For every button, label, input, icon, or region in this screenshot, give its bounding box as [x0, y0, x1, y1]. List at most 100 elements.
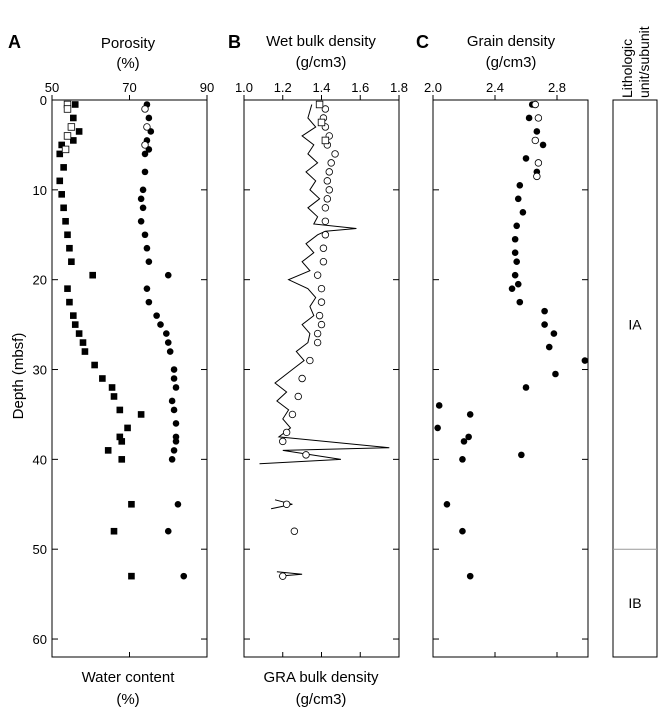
data-point	[317, 284, 326, 293]
data-point	[143, 123, 151, 131]
data-point	[104, 447, 112, 454]
data-point	[170, 366, 178, 373]
lithology-header-line1: Lithologic	[619, 39, 635, 98]
panel-letter-a: A	[8, 32, 21, 52]
data-point	[545, 343, 553, 351]
data-point	[137, 217, 145, 225]
data-point	[141, 168, 149, 176]
data-point	[331, 150, 339, 158]
data-point	[325, 168, 333, 176]
data-point	[164, 527, 172, 535]
data-point	[516, 182, 524, 189]
data-point	[139, 204, 147, 212]
data-point	[465, 433, 472, 441]
data-point	[70, 137, 77, 144]
data-point	[145, 298, 153, 306]
data-point	[321, 204, 330, 212]
data-point	[459, 527, 466, 535]
data-point	[75, 128, 83, 135]
data-point	[541, 321, 548, 328]
series-line	[270, 499, 293, 510]
data-point	[58, 191, 65, 198]
y-tick-label: 10	[33, 183, 47, 198]
data-point	[166, 348, 174, 355]
data-point	[168, 397, 176, 405]
y-tick-label: 40	[33, 452, 47, 467]
data-point	[302, 451, 310, 459]
x-tick-label: 1.8	[390, 80, 408, 95]
data-point	[511, 249, 519, 257]
data-point	[435, 402, 443, 409]
data-point	[313, 271, 322, 279]
data-point	[508, 285, 516, 292]
y-tick-label: 30	[33, 363, 47, 378]
data-point	[71, 321, 79, 328]
data-point	[58, 141, 65, 149]
data-point	[172, 384, 180, 391]
data-point	[56, 150, 64, 158]
data-point	[533, 128, 541, 135]
data-point	[327, 159, 335, 167]
series-line	[259, 104, 390, 465]
panel-a-bottom-title-line1: Water content	[82, 669, 176, 686]
data-point	[139, 186, 147, 194]
data-point	[317, 320, 326, 329]
data-point	[116, 406, 124, 414]
data-point	[323, 177, 332, 185]
data-point	[298, 374, 306, 383]
panel-letter-b: B	[228, 32, 241, 52]
data-point	[306, 356, 314, 365]
data-point	[141, 231, 149, 239]
data-point	[514, 195, 522, 203]
data-point	[511, 235, 519, 243]
data-point	[180, 572, 188, 580]
data-point	[513, 222, 520, 230]
data-point	[534, 114, 543, 122]
data-point	[279, 437, 287, 446]
data-point	[525, 114, 533, 122]
data-point	[321, 217, 330, 225]
y-tick-label: 0	[40, 93, 47, 108]
data-point	[531, 136, 539, 145]
data-point	[64, 285, 71, 292]
data-point	[279, 572, 287, 580]
unit-label: IB	[628, 595, 641, 611]
data-point	[522, 155, 530, 162]
y-tick-label: 60	[33, 632, 47, 647]
data-point	[164, 339, 172, 346]
data-point	[81, 348, 89, 355]
data-point	[116, 433, 124, 441]
panel-b-bottom-title-line2: (g/cm3)	[296, 691, 347, 708]
data-point	[531, 100, 539, 109]
lithology-header-line2: unit/subunit	[636, 26, 652, 98]
data-point	[145, 258, 153, 266]
data-point	[128, 572, 135, 580]
y-tick-label: 50	[33, 542, 47, 557]
data-point	[56, 177, 64, 185]
data-point	[321, 231, 330, 239]
data-point	[172, 438, 180, 445]
data-point	[163, 330, 170, 337]
data-point	[518, 451, 525, 459]
data-point	[522, 384, 530, 391]
data-point	[168, 456, 176, 463]
unit-label: IA	[628, 317, 642, 333]
data-point	[145, 114, 153, 122]
data-point	[170, 375, 178, 382]
lithology-column	[612, 99, 658, 658]
data-point	[443, 500, 451, 508]
data-point	[141, 150, 149, 158]
panel-letter-c: C	[416, 32, 429, 52]
data-point	[317, 298, 326, 306]
data-point	[282, 500, 291, 508]
data-point	[514, 280, 522, 288]
data-point	[290, 527, 299, 535]
x-tick-label: 1.2	[274, 80, 292, 95]
y-axis-label: Depth (mbsf)	[10, 333, 27, 420]
data-point	[313, 329, 322, 338]
panel-c-title-line1: Grain density	[467, 33, 556, 50]
data-point	[108, 384, 116, 391]
data-point	[75, 330, 83, 337]
data-point	[172, 420, 180, 427]
